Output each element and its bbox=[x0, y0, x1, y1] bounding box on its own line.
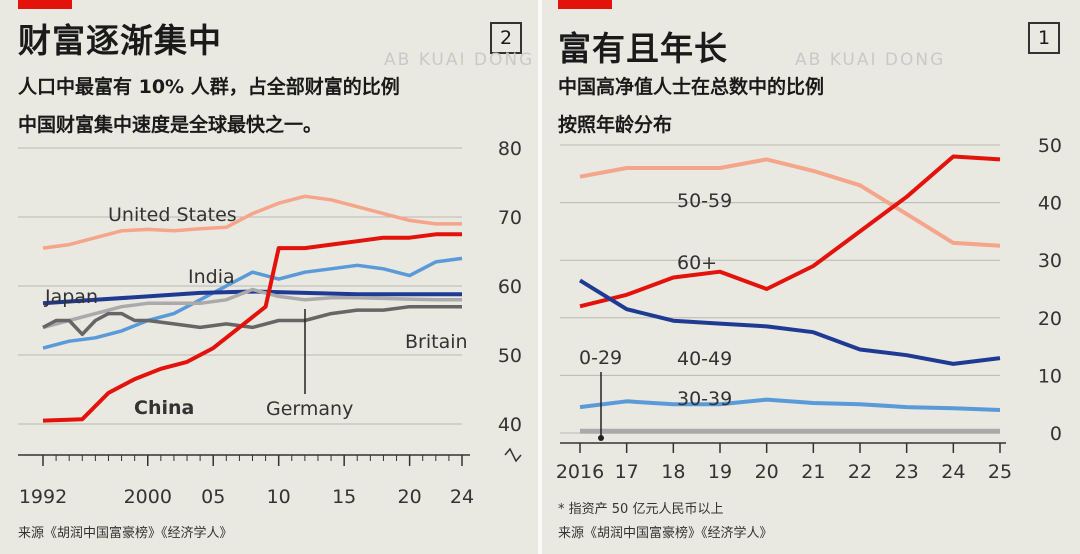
footnote: * 指资产 50 亿元人民币以上 bbox=[558, 502, 724, 517]
x-tick-label: 20 bbox=[398, 486, 422, 508]
y-tick-label: 60 bbox=[498, 276, 522, 298]
series-label-0-29: 0-29 bbox=[579, 347, 622, 369]
series-line-japan bbox=[42, 289, 462, 306]
y-tick-label: 10 bbox=[1038, 365, 1062, 387]
right-panel: 富有且年长 1 AB KUAI DONG 中国高净值人士在总数中的比例 按照年龄… bbox=[540, 0, 1080, 554]
right-chart: 0 10 20 30 40 50 2016 17 18 19 20 21 22 23 24 25 50-59 60… bbox=[556, 135, 1062, 483]
x-tick-label: 23 bbox=[895, 461, 919, 483]
x-tick-label: 2016 bbox=[556, 461, 604, 483]
series-label-germany: Germany bbox=[266, 398, 353, 420]
axis-break-mark bbox=[504, 447, 522, 463]
left-chart: 40 50 60 70 80 1992 2000 05 10 15 20 24 United State… bbox=[18, 138, 522, 508]
series-line-30-39 bbox=[579, 397, 1001, 412]
series-label-united-states: United States bbox=[108, 204, 237, 226]
chart-number-badge: 1 bbox=[1028, 22, 1060, 54]
x-tick-label: 25 bbox=[988, 461, 1012, 483]
y-tick-label: 50 bbox=[498, 345, 522, 367]
x-tick-label: 21 bbox=[801, 461, 825, 483]
red-tab bbox=[558, 0, 612, 9]
x-tick-label: 24 bbox=[450, 486, 474, 508]
series-line-40-49 bbox=[578, 278, 1001, 366]
x-tick-label: 20 bbox=[755, 461, 779, 483]
chart-title: 富有且年长 bbox=[558, 29, 728, 68]
subtitle-line-1: 中国高净值人士在总数中的比例 bbox=[558, 76, 825, 98]
chart-number-badge: 2 bbox=[490, 22, 522, 54]
subtitle-line-1: 人口中最富有 10% 人群，占全部财富的比例 bbox=[18, 76, 400, 98]
x-tick-label: 1992 bbox=[19, 486, 67, 508]
subtitle-line-2: 按照年龄分布 bbox=[558, 114, 673, 136]
panel-divider bbox=[538, 0, 542, 554]
y-tick-label: 40 bbox=[1038, 193, 1062, 215]
series-label-japan: Japan bbox=[44, 286, 98, 308]
chart-title: 财富逐渐集中 bbox=[18, 21, 222, 60]
series-label-china: China bbox=[134, 397, 194, 419]
x-tick-label: 10 bbox=[267, 486, 291, 508]
y-tick-label: 30 bbox=[1038, 250, 1062, 272]
series-line-china bbox=[42, 232, 462, 423]
left-panel: 财富逐渐集中 2 AB KUAI DONG 人口中最富有 10% 人群，占全部财… bbox=[18, 0, 535, 541]
y-tick-label: 70 bbox=[498, 207, 522, 229]
y-tick-label: 40 bbox=[498, 414, 522, 436]
x-tick-label: 15 bbox=[332, 486, 356, 508]
x-tick-label: 22 bbox=[848, 461, 872, 483]
y-tick-label: 0 bbox=[1050, 423, 1062, 445]
series-label-30-39: 30-39 bbox=[677, 388, 732, 410]
watermark: AB KUAI DONG bbox=[795, 50, 946, 70]
series-label-india: India bbox=[188, 266, 235, 288]
series-line-50-59 bbox=[579, 157, 1001, 248]
series-line-britain bbox=[42, 304, 462, 337]
source-note: 来源《胡润中国富豪榜》《经济学人》 bbox=[558, 526, 773, 541]
series-label-britain: Britain bbox=[405, 331, 468, 353]
age-0-29-pointer-dot bbox=[598, 435, 604, 441]
series-line-germany bbox=[42, 287, 462, 330]
series-label-50-59: 50-59 bbox=[677, 190, 732, 212]
series-line-united-states bbox=[42, 194, 462, 250]
x-tick-label: 19 bbox=[708, 461, 732, 483]
x-tick-label: 05 bbox=[201, 486, 225, 508]
watermark: AB KUAI DONG bbox=[384, 50, 535, 70]
x-tick-label: 2000 bbox=[124, 486, 172, 508]
source-note: 来源《胡润中国富豪榜》《经济学人》 bbox=[18, 526, 233, 541]
red-tab bbox=[18, 0, 72, 9]
series-line-60-plus bbox=[579, 154, 1001, 309]
x-tick-label: 17 bbox=[615, 461, 639, 483]
subtitle-line-2: 中国财富集中速度是全球最快之一。 bbox=[18, 114, 323, 136]
x-tick-label: 18 bbox=[661, 461, 685, 483]
y-tick-label: 50 bbox=[1038, 135, 1062, 157]
y-tick-label: 20 bbox=[1038, 308, 1062, 330]
x-tick-label: 24 bbox=[941, 461, 965, 483]
y-tick-label: 80 bbox=[498, 138, 522, 160]
series-label-60-plus: 60+ bbox=[677, 252, 717, 274]
series-line-india bbox=[42, 256, 463, 350]
series-label-40-49: 40-49 bbox=[677, 348, 732, 370]
